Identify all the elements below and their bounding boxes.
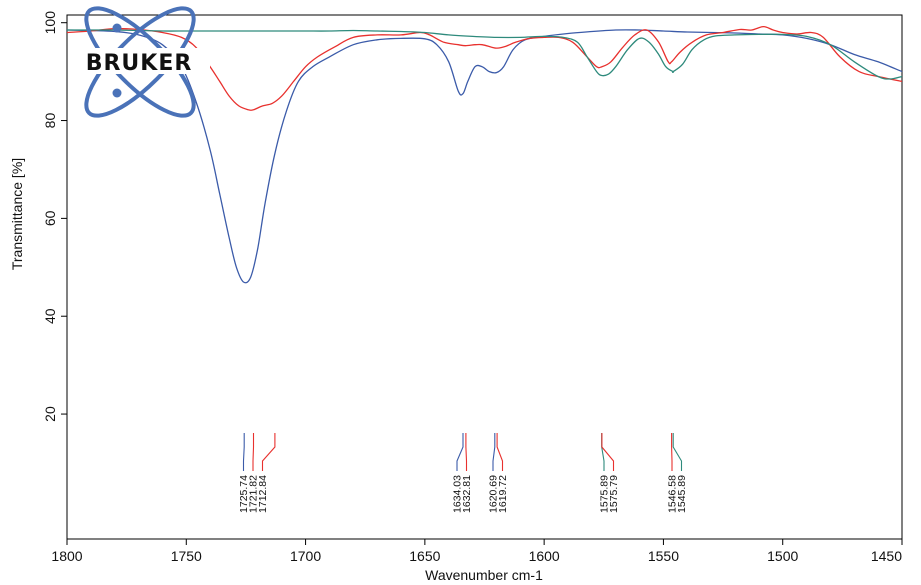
peak-label: 1546.58 (667, 475, 679, 513)
peak-marker-line (492, 433, 496, 471)
x-tick-label: 1650 (409, 548, 440, 564)
y-tick-label: 40 (42, 308, 58, 324)
logo-text-backdrop (68, 48, 210, 74)
peak-label: 1620.69 (488, 475, 500, 513)
x-tick-label: 1550 (648, 548, 679, 564)
peak-marker-line (496, 433, 504, 471)
x-tick-label: 1700 (290, 548, 321, 564)
peak-label: 1721.82 (248, 475, 260, 513)
peak-label: 1575.79 (608, 475, 620, 513)
peak-label: 1725.74 (238, 475, 250, 513)
y-axis-title: Transmittance [%] (9, 158, 25, 270)
x-axis-title: Wavenumber cm-1 (425, 567, 543, 583)
peak-marker-line (672, 433, 683, 471)
plot-area: 1800 1750 1700 1650 1600 1550 1500 1450 20 40 60 80… (42, 11, 903, 564)
peak-marker-line (242, 433, 245, 471)
logo-text: BRUKER (86, 51, 193, 76)
peak-marker-line (601, 433, 615, 471)
x-tick-label: 1800 (51, 548, 82, 564)
y-tick-label: 80 (42, 113, 58, 129)
series-line-blue (66, 29, 903, 284)
y-tick-label: 100 (42, 11, 58, 35)
logo-dot-top (112, 23, 122, 33)
peak-label: 1712.84 (257, 475, 269, 513)
peak-label: 1632.81 (461, 475, 473, 513)
x-tick-label: 1750 (171, 548, 202, 564)
logo-dot-bottom (112, 88, 122, 98)
x-tick-label: 1500 (767, 548, 798, 564)
peak-label: 1575.89 (599, 475, 611, 513)
y-tick-label: 60 (42, 210, 58, 226)
series-line-teal (67, 29, 903, 80)
series-line-red (66, 25, 903, 111)
y-tick-label: 20 (42, 406, 58, 422)
peak-label: 1619.72 (497, 475, 509, 513)
x-tick-label: 1450 (871, 548, 902, 564)
peak-marker-line (465, 433, 468, 471)
peak-label: 1634.03 (452, 475, 464, 513)
peak-marker-line (456, 433, 464, 471)
x-tick-label: 1600 (529, 548, 560, 564)
plot-frame (66, 14, 903, 540)
series-layer (66, 25, 903, 284)
logo-orbit-1 (84, 6, 196, 118)
peak-marker-line (252, 433, 255, 471)
peak-label: 1545.89 (676, 475, 688, 513)
peak-marker-line (261, 433, 276, 471)
bruker-logo: BRUKER (68, 6, 210, 118)
logo-orbit-2 (84, 6, 196, 118)
